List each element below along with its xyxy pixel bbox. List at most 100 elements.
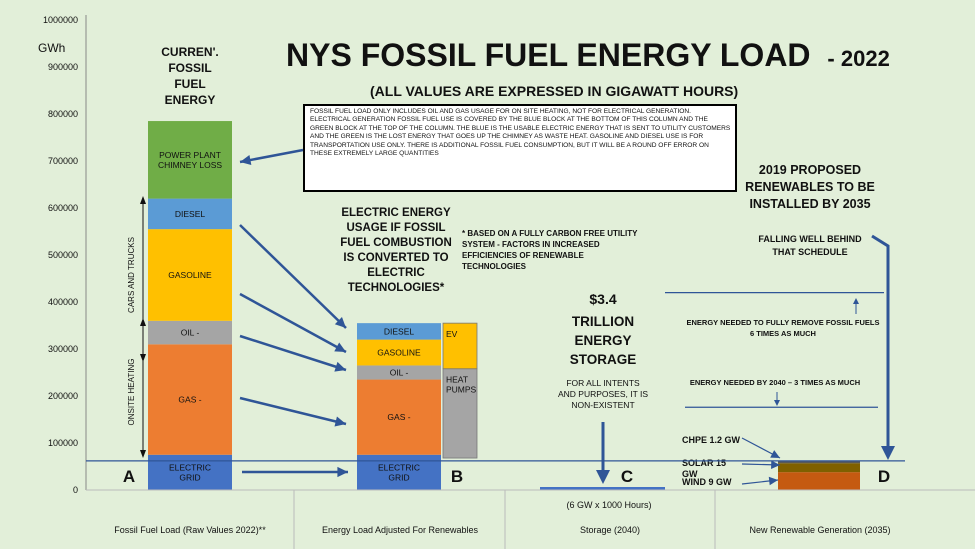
carbon-free-note-line-0: * BASED ON A FULLY CARBON FREE UTILITY [462,229,638,238]
y-tick-label: 900000 [48,62,78,72]
bracket-cars-top [140,196,146,204]
behind-schedule-text-line-1: THAT SCHEDULE [772,247,847,257]
arrow-gasoline-head [334,342,346,352]
solar-label: SOLAR 15 [682,458,726,468]
bar-B-electric_grid-label-line-0: ELECTRIC [378,462,420,472]
y-tick-label: 1000000 [43,15,78,25]
bracket-onsite-top [140,318,146,326]
bar-A-electric_grid-label-line-1: GRID [179,472,200,482]
bracket-onsite-label: ONSITE HEATING [127,359,136,426]
category-label: Storage (2040) [580,525,640,535]
column-letter-D: D [878,467,890,486]
bar-B-side-oil-label-line-1: PUMPS [446,385,477,395]
column-D-header-line-0: 2019 PROPOSED [759,163,861,177]
arrow-falling-behind [871,234,890,448]
storage-note-line-2: NON-EXISTENT [571,400,634,410]
bar-A-diesel [148,198,232,230]
arrow-chimney-head [240,154,252,166]
chart-subtitle: (ALL VALUES ARE EXPRESSED IN GIGAWATT HO… [370,83,738,99]
arrow-wind-head [768,476,778,486]
arrow-6x-up-head [853,298,859,304]
bracket-cars-label: CARS AND TRUCKS [127,237,136,313]
bar-B-side-oil-label-line-0: HEAT [446,375,468,385]
footnote-box [303,104,737,192]
arrow-3x-down-head [774,400,780,406]
bar-A-diesel-label-line-0: DIESEL [175,209,206,219]
bar-B-electric_grid-label-line-1: GRID [388,472,409,482]
storage-text-line-0: TRILLION [572,314,634,329]
solar-label-gw: GW [682,469,698,479]
energy-needed-6x-line-1: 6 TIMES AS MUCH [750,329,816,338]
arrow-oil [239,334,347,372]
storage-note-line-1: AND PURPOSES, IT IS [558,389,648,399]
bar-D-chpe [778,460,860,464]
behind-schedule-text-line-0: FALLING WELL BEHIND [758,234,862,244]
y-tick-label: 600000 [48,203,78,213]
bar-B-gasoline [357,339,441,366]
arrow-diesel-head [334,316,346,328]
energy-needed-6x-line-0: ENERGY NEEDED TO FULLY REMOVE FOSSIL FUE… [687,318,880,327]
storage-amount: $3.4 [589,291,616,307]
y-tick-label: 700000 [48,156,78,166]
column-A-header-line-2: FUEL [174,77,205,91]
bar-A-gas [148,344,232,455]
bar-A-oil-label-line-0: OIL - [181,328,200,338]
y-tick-label: 400000 [48,297,78,307]
category-label: New Renewable Generation (2035) [749,525,890,535]
arrow-gas-head [334,416,346,427]
column-B-header-line-1: USAGE IF FOSSIL [346,222,445,234]
column-B-header-line-0: ELECTRIC ENERGY [341,207,451,219]
bar-B-gasoline-label-line-0: GASOLINE [377,348,421,358]
bar-A-oil [148,320,232,345]
bar-D-wind [778,472,860,490]
storage-note-line-0: FOR ALL INTENTS [566,378,640,388]
chpe-label: CHPE 1.2 GW [682,435,741,445]
carbon-free-note-line-2: EFFICIENCIES OF RENEWABLE [462,251,584,260]
bar-A-gasoline-label-line-0: GASOLINE [168,270,212,280]
bar-B-side-oil [442,368,478,459]
column-A-header-line-0: CURREN'. [161,45,219,59]
bar-A-gasoline [148,229,232,321]
arrow-oil-head [334,361,346,372]
chart-title: NYS FOSSIL FUEL ENERGY LOAD - 2022 [286,37,890,73]
column-letter-C: C [621,467,633,486]
bar-B-diesel-label-line-0: DIESEL [384,326,415,336]
arrow-chimney [239,148,304,164]
bar-D-solar [778,463,860,473]
arrow-chpe-head [770,450,780,458]
bar-B-side-gasoline-label-line-0: EV [446,329,458,339]
carbon-free-note-line-3: TECHNOLOGIES [462,262,527,271]
y-tick-label: 0 [73,485,78,495]
storage-caption: (6 GW x 1000 Hours) [566,500,651,510]
column-letter-A: A [123,467,135,486]
arrow-gasoline [239,292,347,354]
bracket-onsite-bottom [140,450,146,458]
column-B-header-line-3: IS CONVERTED TO [343,252,448,264]
energy-needed-3x: ENERGY NEEDED BY 2040 – 3 TIMES AS MUCH [690,378,860,387]
wind-label: WIND 9 GW [682,477,732,487]
y-tick-label: 800000 [48,109,78,119]
column-A-header-line-1: FOSSIL [168,61,211,75]
category-label: Energy Load Adjusted For Renewables [322,525,479,535]
column-B-header-line-4: ELECTRIC [367,267,425,279]
bar-A-gas-label-line-0: GAS - [178,395,201,405]
footnote-text: FOSSIL FUEL LOAD ONLY INCLUDES OIL AND G… [310,108,731,158]
column-D-header-line-2: INSTALLED BY 2035 [749,197,870,211]
column-letter-B: B [451,467,463,486]
bar-A-chimney_loss [148,121,232,199]
y-axis-label: GWh [38,41,65,55]
column-B-header-line-5: TECHNOLOGIES* [348,282,445,294]
y-tick-label: 300000 [48,344,78,354]
bar-C-storage [540,487,665,490]
chart-title-year: - 2022 [827,46,889,71]
arrow-diesel [239,224,347,329]
category-label: Fossil Fuel Load (Raw Values 2022)** [114,525,266,535]
column-B-header-line-2: FUEL COMBUSTION [340,237,452,249]
column-A-header-line-3: ENERGY [165,93,216,107]
arrow-gas [239,396,347,426]
y-tick-label: 500000 [48,250,78,260]
bar-B-gas-label-line-0: GAS - [387,412,410,422]
storage-text-line-2: STORAGE [570,352,637,367]
bar-B-diesel [357,323,441,340]
